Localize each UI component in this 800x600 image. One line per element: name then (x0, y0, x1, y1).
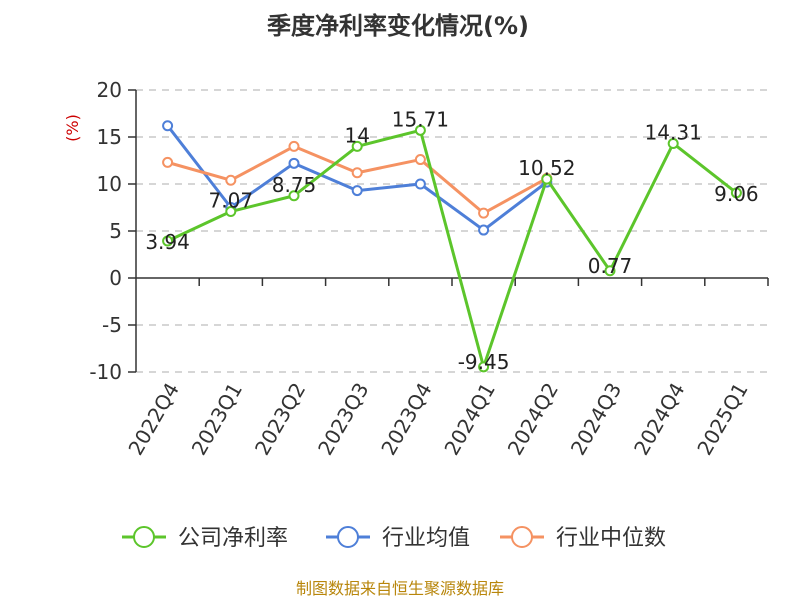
data-label: 7.07 (209, 189, 254, 213)
data-point (351, 185, 363, 197)
y-tick-label: -10 (89, 360, 122, 384)
y-tick-label: 10 (97, 172, 122, 196)
y-tick-label: -5 (102, 313, 122, 337)
data-point (351, 140, 363, 152)
y-tick-label: 15 (97, 125, 122, 149)
data-point (162, 156, 174, 168)
data-point (414, 178, 426, 190)
legend-marker (133, 526, 155, 548)
y-tick-label: 0 (109, 266, 122, 290)
data-label: 9.06 (714, 182, 759, 206)
x-tick-label: 2023Q4 (376, 379, 436, 460)
data-label: 10.52 (518, 156, 575, 180)
data-point (541, 173, 553, 185)
data-labels: 3.94 7.07 8.75 14 15.71 -9.45 10.52 0.77 14.31 9.… (145, 107, 758, 374)
x-tick-labels: 2022Q4 2023Q1 2023Q2 2023Q3 2023Q4 2024Q1 2024… (123, 378, 752, 459)
data-label: 15.71 (392, 107, 449, 131)
legend-marker (511, 526, 533, 548)
data-point (667, 137, 679, 149)
legend-label: 行业均值 (382, 526, 470, 551)
data-point (351, 167, 363, 179)
data-point (225, 174, 237, 186)
y-tick-labels: 20 15 10 5 0 -5 -10 (89, 78, 122, 384)
data-point (478, 361, 490, 373)
data-point (288, 140, 300, 152)
data-label: 0.77 (588, 254, 633, 278)
x-tick-label: 2024Q3 (566, 379, 626, 460)
x-tick-label: 2023Q3 (313, 379, 373, 460)
x-tick-label: 2024Q1 (439, 378, 499, 459)
data-point (414, 154, 426, 166)
data-point (162, 120, 174, 132)
legend: 公司净利率 行业均值 行业中位数 (122, 526, 666, 551)
data-label: 8.75 (272, 173, 317, 197)
data-point (162, 235, 174, 247)
legend-label: 公司净利率 (178, 526, 288, 551)
data-label: 14 (344, 123, 369, 147)
data-point (288, 157, 300, 169)
x-tick-label: 2022Q4 (123, 379, 183, 460)
data-point (288, 190, 300, 202)
y-tick-label: 5 (109, 219, 122, 243)
data-label: -9.45 (458, 350, 510, 374)
data-point (604, 265, 616, 277)
x-tick-label: 2025Q1 (692, 379, 752, 460)
axes (128, 89, 769, 373)
data-label: 14.31 (645, 120, 702, 144)
data-point (225, 206, 237, 218)
y-axis-label: (%) (63, 114, 82, 142)
data-point (478, 224, 490, 236)
gridlines (136, 89, 768, 373)
data-point (478, 207, 490, 219)
series-group (162, 120, 742, 373)
data-point (414, 124, 426, 136)
source-note: 制图数据来自恒生聚源数据库 (296, 579, 504, 598)
y-tick-label: 20 (97, 78, 122, 102)
x-tick-label: 2023Q2 (250, 379, 310, 460)
chart-title: 季度净利率变化情况(%) (267, 12, 529, 40)
legend-label: 行业中位数 (556, 526, 666, 551)
data-label: 3.94 (145, 230, 190, 254)
series-line (166, 128, 738, 369)
x-tick-label: 2023Q1 (187, 379, 247, 460)
data-point (730, 187, 742, 199)
x-tick-label: 2024Q2 (503, 379, 563, 460)
x-tick-label: 2024Q4 (629, 379, 689, 460)
legend-marker (337, 526, 359, 548)
